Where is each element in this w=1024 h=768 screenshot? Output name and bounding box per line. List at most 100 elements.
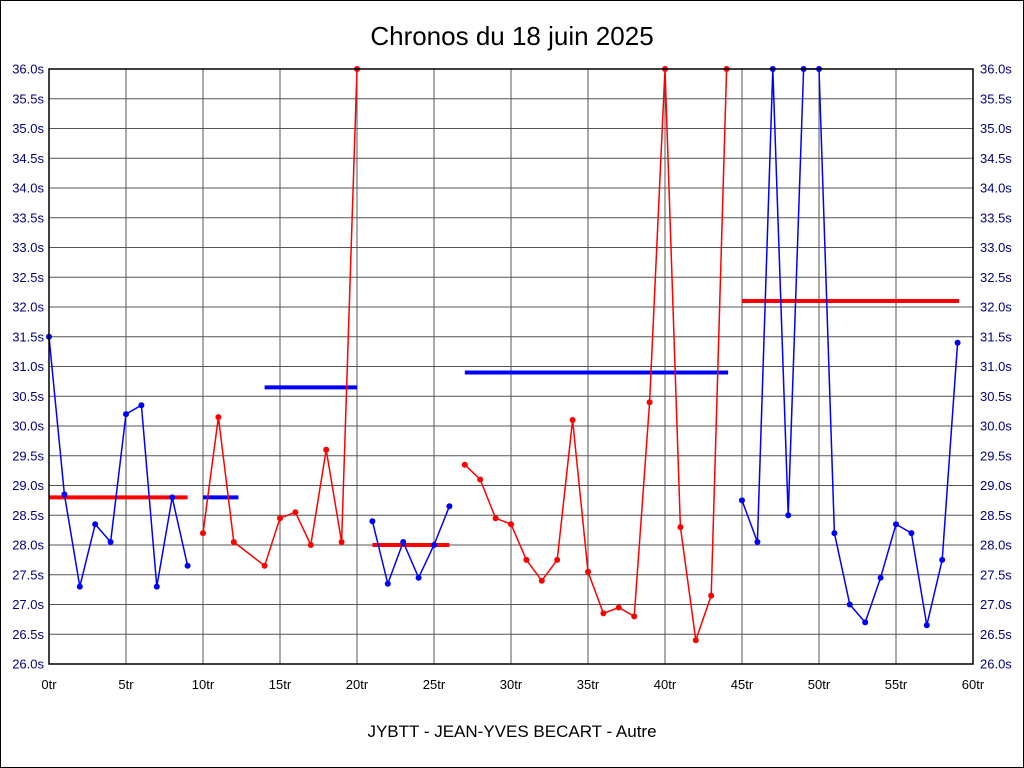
y-tick-label-right: 28.5s <box>980 508 1012 523</box>
data-point-segment-5 <box>739 497 745 504</box>
y-tick-label-left: 33.0s <box>12 240 44 255</box>
series-line-segment-5 <box>741 68 959 626</box>
data-point-segment-1 <box>76 583 83 590</box>
data-point-segment-4 <box>523 556 530 563</box>
y-tick-label-right: 34.0s <box>980 181 1012 196</box>
y-tick-label-left: 30.0s <box>12 419 44 434</box>
data-point-segment-3 <box>431 542 437 548</box>
y-tick-label-right: 34.5s <box>980 151 1012 166</box>
data-point-segment-2 <box>200 530 206 537</box>
data-point-segment-4 <box>538 577 545 584</box>
data-point-segment-1 <box>184 562 191 569</box>
data-point-segment-1 <box>92 521 99 528</box>
data-point-segment-5 <box>862 619 869 626</box>
y-tick-label-right: 30.0s <box>980 419 1012 434</box>
chart-footer: JYBTT - JEAN-YVES BECART - Autre <box>367 722 657 741</box>
data-point-segment-4 <box>569 417 576 423</box>
data-point-segment-2 <box>292 509 299 516</box>
series-line-segment-1 <box>48 336 189 587</box>
x-tick-label: 25tr <box>423 677 446 692</box>
data-point-segment-5 <box>923 622 930 629</box>
data-point-segment-1 <box>153 583 160 590</box>
data-point-segment-2 <box>323 446 330 453</box>
data-point-segment-2 <box>277 515 283 522</box>
y-tick-label-left: 34.5s <box>12 151 44 166</box>
y-tick-label-right: 26.0s <box>980 657 1012 672</box>
y-tick-label-left: 26.5s <box>12 627 44 642</box>
data-point-segment-5 <box>831 530 838 537</box>
x-tick-label: 20tr <box>346 677 369 692</box>
y-tick-label-left: 27.5s <box>12 567 44 582</box>
data-point-segment-2 <box>307 542 314 548</box>
y-tick-label-right: 35.0s <box>980 121 1012 136</box>
y-tick-label-left: 28.0s <box>12 538 44 553</box>
data-point-segment-4 <box>692 637 699 644</box>
data-point-segment-3 <box>369 518 376 525</box>
x-tick-label: 50tr <box>808 677 831 692</box>
data-point-segment-1 <box>107 539 114 545</box>
data-point-segment-1 <box>123 411 129 418</box>
data-point-segment-3 <box>446 503 453 510</box>
y-tick-label-right: 33.0s <box>980 240 1012 255</box>
data-point-segment-4 <box>554 556 561 563</box>
y-tick-label-left: 35.0s <box>12 121 44 136</box>
x-tick-label: 40tr <box>654 677 677 692</box>
data-point-segment-4 <box>677 524 684 531</box>
x-tick-label: 60tr <box>962 677 985 692</box>
data-point-segment-4 <box>708 592 715 599</box>
data-point-segment-3 <box>400 539 407 545</box>
data-point-segment-3 <box>384 580 391 587</box>
data-point-segment-2 <box>338 539 345 545</box>
data-point-segment-2 <box>261 562 268 569</box>
y-tick-label-left: 27.0s <box>12 597 44 612</box>
y-tick-label-left: 31.5s <box>12 329 44 344</box>
x-tick-label: 35tr <box>577 677 600 692</box>
data-point-segment-5 <box>846 601 853 608</box>
data-point-segment-5 <box>939 556 946 563</box>
data-point-segment-4 <box>477 476 484 483</box>
data-point-segment-4 <box>461 461 468 468</box>
y-tick-label-left: 26.0s <box>12 657 44 672</box>
series-line-segment-4 <box>464 68 728 641</box>
data-point-segment-5 <box>893 521 899 528</box>
plot-border <box>48 68 974 665</box>
x-tick-label: 30tr <box>500 677 523 692</box>
data-point-segment-5 <box>908 530 915 537</box>
data-point-segment-4 <box>585 568 591 575</box>
y-tick-label-left: 32.0s <box>12 300 44 315</box>
y-tick-label-left: 36.0s <box>12 62 44 77</box>
x-tick-label: 5tr <box>118 677 134 692</box>
y-tick-label-left: 29.0s <box>12 478 44 493</box>
y-tick-label-right: 27.5s <box>980 567 1012 582</box>
data-point-segment-4 <box>631 613 638 620</box>
y-tick-label-right: 31.5s <box>980 329 1012 344</box>
y-tick-label-right: 26.5s <box>980 627 1012 642</box>
data-point-segment-2 <box>215 414 222 421</box>
data-point-segment-4 <box>615 604 622 611</box>
y-tick-label-left: 35.5s <box>12 91 44 106</box>
data-point-segment-4 <box>646 399 653 406</box>
y-tick-label-left: 28.5s <box>12 508 44 523</box>
x-tick-label: 10tr <box>192 677 215 692</box>
data-point-segment-1 <box>61 491 68 498</box>
y-tick-label-right: 27.0s <box>980 597 1012 612</box>
x-tick-label: 0tr <box>41 677 57 692</box>
y-tick-label-left: 31.0s <box>12 359 44 374</box>
y-tick-label-left: 34.0s <box>12 181 44 196</box>
data-point-segment-2 <box>230 539 237 545</box>
y-tick-label-right: 35.5s <box>980 91 1012 106</box>
y-tick-label-right: 28.0s <box>980 538 1012 553</box>
x-tick-label: 15tr <box>269 677 292 692</box>
data-point-segment-4 <box>508 521 514 528</box>
y-tick-label-left: 33.5s <box>12 210 44 225</box>
data-point-segment-4 <box>600 610 607 617</box>
y-tick-label-right: 29.5s <box>980 448 1012 463</box>
data-point-segment-5 <box>785 512 792 519</box>
data-point-segment-3 <box>415 574 422 581</box>
y-tick-label-right: 36.0s <box>980 62 1012 77</box>
y-tick-label-left: 29.5s <box>12 448 44 463</box>
data-point-segment-5 <box>877 574 884 581</box>
chart-title: Chronos du 18 juin 2025 <box>370 21 654 51</box>
